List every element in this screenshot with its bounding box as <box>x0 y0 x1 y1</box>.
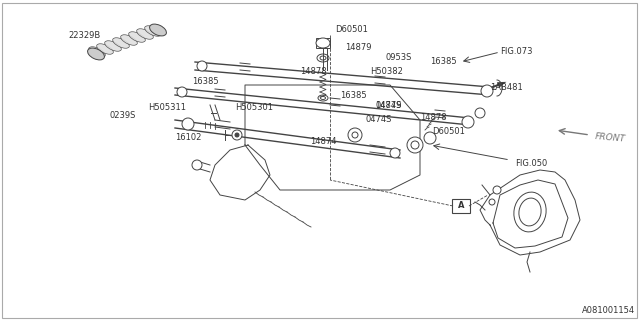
Text: FRONT: FRONT <box>595 132 627 144</box>
Ellipse shape <box>129 32 145 42</box>
Circle shape <box>489 199 495 205</box>
Text: 14878: 14878 <box>420 114 447 123</box>
Text: 16385: 16385 <box>192 77 219 86</box>
Circle shape <box>192 160 202 170</box>
Text: FIG.073: FIG.073 <box>500 47 532 57</box>
Text: 16102: 16102 <box>175 132 202 141</box>
Circle shape <box>407 137 423 153</box>
Text: FIG.050: FIG.050 <box>515 158 547 167</box>
Text: A: A <box>458 202 464 211</box>
Text: H505311: H505311 <box>148 102 186 111</box>
FancyBboxPatch shape <box>316 38 330 48</box>
Circle shape <box>348 128 362 142</box>
Text: H505301: H505301 <box>235 102 273 111</box>
Ellipse shape <box>121 35 138 45</box>
Circle shape <box>481 85 493 97</box>
Text: 0953S: 0953S <box>385 53 412 62</box>
Circle shape <box>182 118 194 130</box>
Circle shape <box>475 108 485 118</box>
Text: 0474S: 0474S <box>375 100 401 109</box>
Ellipse shape <box>89 47 106 57</box>
Text: 14879: 14879 <box>375 100 401 109</box>
Circle shape <box>493 186 501 194</box>
Circle shape <box>390 148 400 158</box>
Ellipse shape <box>320 56 326 60</box>
Text: H50382: H50382 <box>370 68 403 76</box>
Ellipse shape <box>317 54 329 62</box>
Text: A081001154: A081001154 <box>582 306 635 315</box>
FancyArrow shape <box>490 82 506 89</box>
Ellipse shape <box>97 44 113 54</box>
Ellipse shape <box>88 48 104 60</box>
Text: 14878: 14878 <box>300 68 326 76</box>
Ellipse shape <box>321 97 326 100</box>
FancyBboxPatch shape <box>452 199 470 213</box>
Ellipse shape <box>316 38 330 48</box>
Ellipse shape <box>113 38 129 48</box>
Ellipse shape <box>105 41 122 51</box>
Circle shape <box>424 132 436 144</box>
Ellipse shape <box>145 26 161 36</box>
Ellipse shape <box>150 24 166 36</box>
Circle shape <box>232 130 242 140</box>
Ellipse shape <box>318 95 328 101</box>
Circle shape <box>177 87 187 97</box>
Ellipse shape <box>514 192 546 232</box>
Text: 16385: 16385 <box>340 92 367 100</box>
Circle shape <box>352 132 358 138</box>
Text: 1AB481: 1AB481 <box>490 84 523 92</box>
Text: 16385: 16385 <box>430 58 456 67</box>
Text: 14874: 14874 <box>310 138 337 147</box>
Circle shape <box>197 61 207 71</box>
Text: D60501: D60501 <box>432 127 465 137</box>
Text: 0239S: 0239S <box>110 110 136 119</box>
Text: 22329B: 22329B <box>68 30 100 39</box>
Circle shape <box>411 141 419 149</box>
Ellipse shape <box>137 29 154 39</box>
Text: D60501: D60501 <box>335 26 368 35</box>
Circle shape <box>235 133 239 137</box>
Text: 0474S: 0474S <box>365 116 392 124</box>
Circle shape <box>462 116 474 128</box>
Text: 14879: 14879 <box>345 43 371 52</box>
Ellipse shape <box>519 198 541 226</box>
